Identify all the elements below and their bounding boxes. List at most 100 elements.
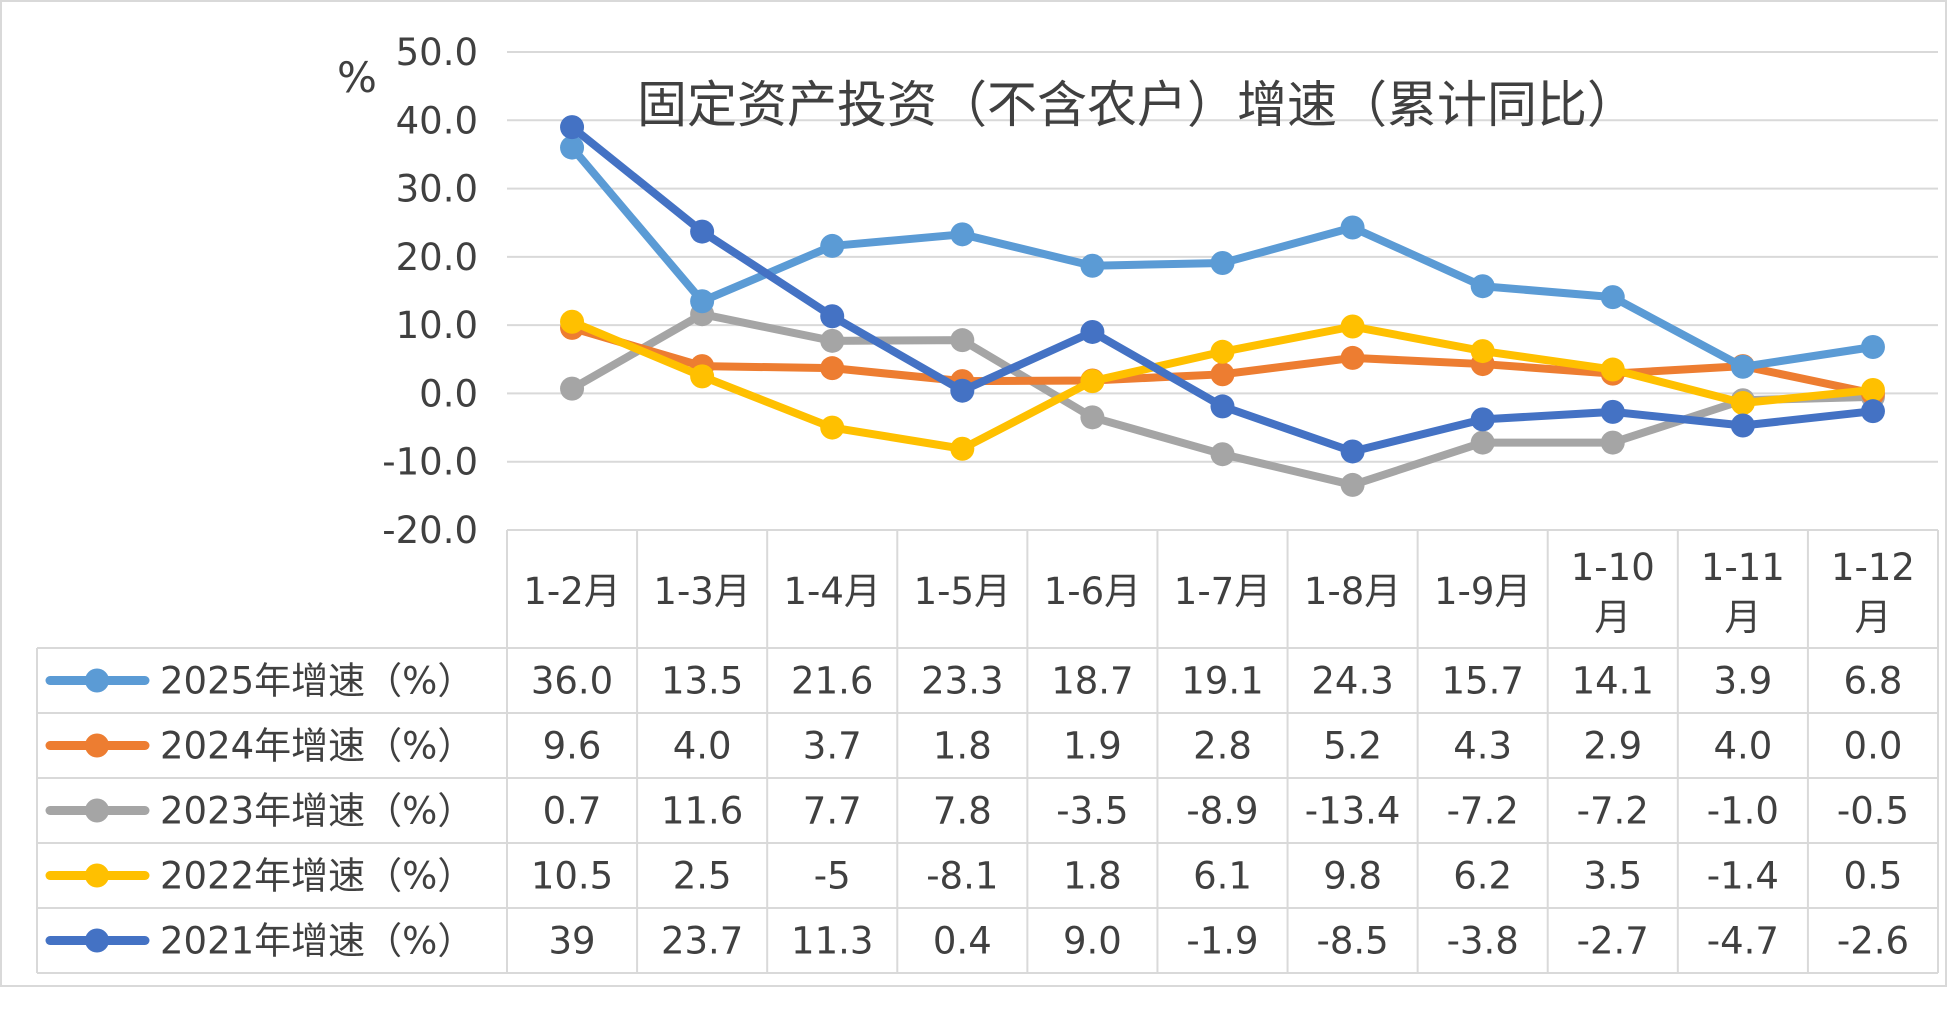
data-point xyxy=(820,328,845,353)
table-cell-value: 3.9 xyxy=(1713,660,1772,703)
table-cell-value: 3.5 xyxy=(1583,855,1642,898)
table-cell-value: 18.7 xyxy=(1051,660,1133,703)
category-label: 1-4月 xyxy=(784,570,881,613)
y-tick-label: 10.0 xyxy=(396,304,478,347)
data-point xyxy=(690,289,715,314)
table-cell-value: 21.6 xyxy=(791,660,873,703)
data-point xyxy=(950,378,975,403)
data-point xyxy=(1600,357,1625,382)
table-cell-value: 9.6 xyxy=(543,725,602,768)
data-point xyxy=(820,415,845,440)
data-point xyxy=(1470,274,1495,299)
data-point xyxy=(1080,319,1105,344)
data-point xyxy=(1340,314,1365,339)
table-cell-value: -8.5 xyxy=(1316,920,1388,963)
series-2021年增速（%） xyxy=(560,115,1885,464)
chart-border xyxy=(0,0,1947,987)
data-point xyxy=(690,364,715,389)
table-cell-value: 0.4 xyxy=(933,920,992,963)
data-point xyxy=(1730,354,1755,379)
legend-marker-icon xyxy=(85,798,109,823)
series-2022年增速（%） xyxy=(560,309,1885,461)
data-point xyxy=(1340,345,1365,370)
data-point xyxy=(820,233,845,258)
y-tick-label: 40.0 xyxy=(396,99,478,142)
table-cell-value: 1.8 xyxy=(933,725,992,768)
table-cell-value: 4.0 xyxy=(673,725,732,768)
data-point xyxy=(1600,399,1625,424)
category-label-suffix: 月 xyxy=(1594,596,1631,639)
legend-marker-icon xyxy=(85,733,109,758)
data-point xyxy=(950,436,975,461)
legend-marker-icon xyxy=(85,863,109,888)
table-cell-value: 2.9 xyxy=(1583,725,1642,768)
data-point xyxy=(820,304,845,329)
table-cell-value: 2.5 xyxy=(673,855,732,898)
table-cell-value: 2.8 xyxy=(1193,725,1252,768)
chart-title: 固定资产投资（不含农户）增速（累计同比） xyxy=(637,76,1637,134)
data-point xyxy=(1080,369,1105,394)
table-cell-value: -4.7 xyxy=(1707,920,1779,963)
data-point xyxy=(1210,442,1235,467)
table-cell-value: 4.3 xyxy=(1453,725,1512,768)
y-tick-label: 30.0 xyxy=(396,168,478,211)
table-cell-value: 14.1 xyxy=(1572,660,1654,703)
table-cell-value: -5 xyxy=(814,855,851,898)
data-point xyxy=(1210,251,1235,276)
data-point xyxy=(690,219,715,244)
data-point xyxy=(1210,362,1235,387)
data-point xyxy=(1470,407,1495,432)
data-point xyxy=(820,356,845,381)
table-cell-value: 4.0 xyxy=(1713,725,1772,768)
category-label: 1-2月 xyxy=(523,570,620,613)
table-cell-value: -3.5 xyxy=(1056,790,1128,833)
table-cell-value: 9.8 xyxy=(1323,855,1382,898)
data-point xyxy=(560,309,585,334)
legend-label: 2023年增速（%） xyxy=(160,790,474,833)
data-point xyxy=(560,376,585,401)
table-cell-value: 11.3 xyxy=(791,920,873,963)
data-point xyxy=(950,328,975,353)
table-cell-value: -2.7 xyxy=(1577,920,1649,963)
table-cell-value: 3.7 xyxy=(803,725,862,768)
data-point xyxy=(1600,285,1625,310)
table-cell-value: -1.0 xyxy=(1707,790,1779,833)
legend-label: 2025年增速（%） xyxy=(160,660,474,703)
table-cell-value: 13.5 xyxy=(661,660,743,703)
table-cell-value: -1.4 xyxy=(1707,855,1779,898)
category-label: 1-3月 xyxy=(653,570,750,613)
data-point xyxy=(1730,413,1755,438)
category-label: 1-9月 xyxy=(1434,570,1531,613)
table-cell-value: -13.4 xyxy=(1305,790,1401,833)
table-cell-value: 36.0 xyxy=(531,660,613,703)
table-cell-value: 23.3 xyxy=(921,660,1003,703)
series-2025年增速（%） xyxy=(560,135,1885,379)
y-tick-label: 50.0 xyxy=(396,31,478,74)
data-point xyxy=(1340,439,1365,464)
table-cell-value: -1.9 xyxy=(1186,920,1258,963)
table-cell-value: 0.0 xyxy=(1844,725,1903,768)
table-cell-value: -0.5 xyxy=(1837,790,1909,833)
y-tick-label: 0.0 xyxy=(419,372,478,415)
legend-label: 2022年增速（%） xyxy=(160,855,474,898)
y-tick-label: -10.0 xyxy=(382,441,478,484)
table-cell-value: 39 xyxy=(548,920,595,963)
category-label-suffix: 月 xyxy=(1854,596,1891,639)
legend-label: 2021年增速（%） xyxy=(160,920,474,963)
data-point xyxy=(1340,215,1365,240)
table-cell-value: 0.7 xyxy=(543,790,602,833)
data-point xyxy=(1860,334,1885,359)
table-cell-value: 7.8 xyxy=(933,790,992,833)
data-point xyxy=(1600,430,1625,455)
category-label: 1-10 xyxy=(1571,546,1655,589)
table-cell-value: -2.6 xyxy=(1837,920,1909,963)
table-cell-value: 7.7 xyxy=(803,790,862,833)
data-point xyxy=(560,115,585,140)
category-label: 1-11 xyxy=(1701,546,1785,589)
data-point xyxy=(1470,430,1495,455)
table-cell-value: -7.2 xyxy=(1577,790,1649,833)
data-point xyxy=(1860,378,1885,403)
table-cell-value: -8.9 xyxy=(1186,790,1258,833)
